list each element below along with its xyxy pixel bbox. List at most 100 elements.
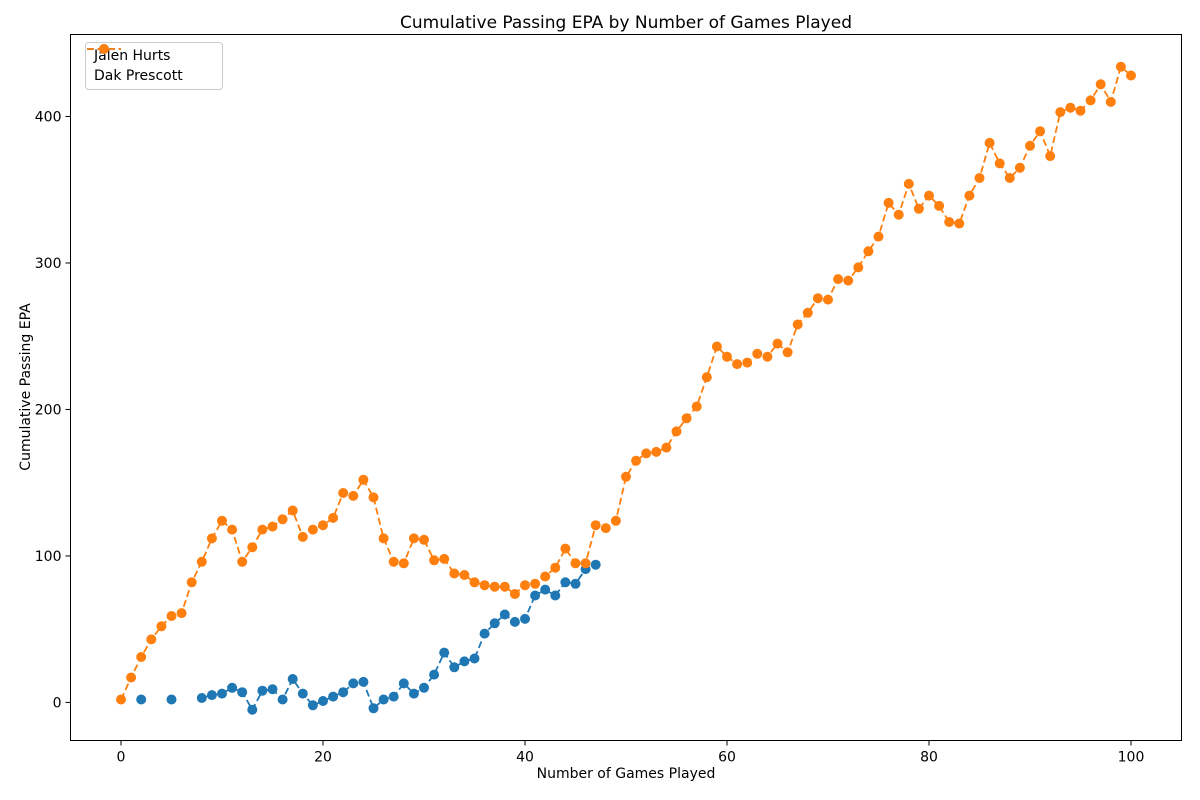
- data-point-dak-prescott: [782, 347, 793, 358]
- plot-border: [70, 34, 1182, 741]
- data-point-dak-prescott: [479, 580, 490, 591]
- data-point-dak-prescott: [873, 231, 884, 242]
- y-axis-tick-label: 200: [35, 402, 62, 418]
- data-point-dak-prescott: [469, 577, 480, 588]
- data-point-jalen-hurts: [206, 690, 217, 701]
- data-point-jalen-hurts: [520, 613, 530, 624]
- data-point-dak-prescott: [237, 556, 248, 567]
- data-point-dak-prescott: [762, 351, 773, 362]
- data-point-dak-prescott: [166, 611, 177, 621]
- data-point-jalen-hurts: [166, 694, 177, 705]
- data-point-dak-prescott: [378, 533, 389, 544]
- legend-line-sample: [87, 44, 121, 54]
- data-point-dak-prescott: [580, 558, 591, 569]
- data-point-dak-prescott: [833, 274, 844, 285]
- data-point-jalen-hurts: [419, 682, 429, 693]
- data-point-jalen-hurts: [408, 688, 419, 699]
- data-point-dak-prescott: [600, 523, 611, 534]
- x-axis-label: Number of Games Played: [536, 766, 716, 782]
- data-point-dak-prescott: [1065, 102, 1076, 113]
- data-point-dak-prescott: [217, 515, 227, 526]
- data-point-dak-prescott: [1014, 162, 1025, 173]
- data-point-jalen-hurts: [196, 693, 207, 703]
- data-point-dak-prescott: [913, 203, 924, 214]
- data-point-jalen-hurts: [560, 577, 571, 588]
- data-point-jalen-hurts: [398, 678, 409, 689]
- data-point-dak-prescott: [1115, 61, 1126, 72]
- series-markers-dak-prescott: [116, 61, 1136, 705]
- data-point-dak-prescott: [489, 581, 500, 592]
- data-point-jalen-hurts: [489, 618, 500, 629]
- data-point-dak-prescott: [297, 531, 308, 542]
- data-point-dak-prescott: [823, 294, 833, 305]
- data-point-dak-prescott: [954, 218, 965, 229]
- data-point-jalen-hurts: [429, 669, 440, 680]
- data-point-dak-prescott: [328, 512, 339, 523]
- data-point-jalen-hurts: [287, 674, 298, 684]
- data-point-dak-prescott: [459, 570, 470, 580]
- data-point-dak-prescott: [540, 571, 551, 582]
- legend-item-dak-prescott: Dak Prescott: [87, 44, 214, 84]
- data-point-dak-prescott: [590, 520, 601, 531]
- data-point-jalen-hurts: [136, 694, 147, 705]
- data-point-dak-prescott: [843, 275, 854, 286]
- data-point-dak-prescott: [358, 474, 369, 485]
- data-point-dak-prescott: [742, 357, 753, 368]
- chart-title: Cumulative Passing EPA by Number of Game…: [400, 13, 852, 33]
- data-point-jalen-hurts: [297, 688, 308, 699]
- data-point-dak-prescott: [661, 442, 672, 453]
- data-point-dak-prescott: [1075, 105, 1086, 116]
- data-point-jalen-hurts: [540, 584, 551, 595]
- data-point-jalen-hurts: [550, 590, 561, 601]
- legend-label: Dak Prescott: [94, 68, 183, 84]
- data-point-dak-prescott: [398, 558, 409, 569]
- data-point-dak-prescott: [186, 577, 197, 588]
- data-point-jalen-hurts: [530, 590, 541, 601]
- data-point-jalen-hurts: [590, 559, 601, 570]
- data-point-jalen-hurts: [439, 647, 450, 658]
- data-point-dak-prescott: [893, 209, 904, 220]
- data-point-jalen-hurts: [358, 676, 369, 687]
- data-point-dak-prescott: [1126, 70, 1136, 81]
- data-point-dak-prescott: [146, 634, 157, 645]
- data-point-dak-prescott: [509, 589, 520, 599]
- data-point-dak-prescott: [429, 555, 440, 566]
- data-point-jalen-hurts: [469, 653, 480, 664]
- data-point-dak-prescott: [176, 608, 187, 619]
- data-point-jalen-hurts: [388, 691, 399, 702]
- data-point-dak-prescott: [196, 556, 207, 567]
- data-point-dak-prescott: [934, 200, 945, 211]
- data-point-dak-prescott: [812, 293, 823, 304]
- data-point-jalen-hurts: [307, 700, 318, 711]
- data-point-dak-prescott: [903, 178, 914, 189]
- data-point-jalen-hurts: [499, 609, 510, 620]
- data-point-dak-prescott: [550, 562, 561, 573]
- data-point-dak-prescott: [287, 505, 298, 516]
- y-axis-tick-label: 400: [35, 110, 62, 126]
- data-point-jalen-hurts: [257, 685, 268, 696]
- data-point-dak-prescott: [1095, 79, 1106, 90]
- data-point-dak-prescott: [1085, 95, 1096, 106]
- data-point-dak-prescott: [1045, 151, 1056, 162]
- data-point-dak-prescott: [722, 351, 732, 362]
- data-point-dak-prescott: [227, 524, 238, 535]
- series-line-dak-prescott: [120, 65, 1132, 700]
- data-point-dak-prescott: [924, 190, 934, 201]
- data-point-dak-prescott: [449, 568, 460, 579]
- data-point-jalen-hurts: [570, 578, 581, 589]
- data-point-jalen-hurts: [348, 678, 359, 689]
- data-point-jalen-hurts: [338, 687, 349, 698]
- data-point-dak-prescott: [1055, 107, 1066, 118]
- data-point-dak-prescott: [984, 137, 995, 148]
- data-point-dak-prescott: [499, 581, 510, 592]
- legend-label: Jalen Hurts: [94, 48, 171, 64]
- x-axis-tick-label: 60: [718, 750, 736, 766]
- data-point-dak-prescott: [974, 173, 985, 183]
- data-point-dak-prescott: [651, 446, 662, 457]
- data-point-jalen-hurts: [247, 704, 258, 715]
- data-point-dak-prescott: [408, 533, 419, 544]
- data-point-jalen-hurts: [368, 703, 379, 714]
- data-point-dak-prescott: [964, 190, 975, 201]
